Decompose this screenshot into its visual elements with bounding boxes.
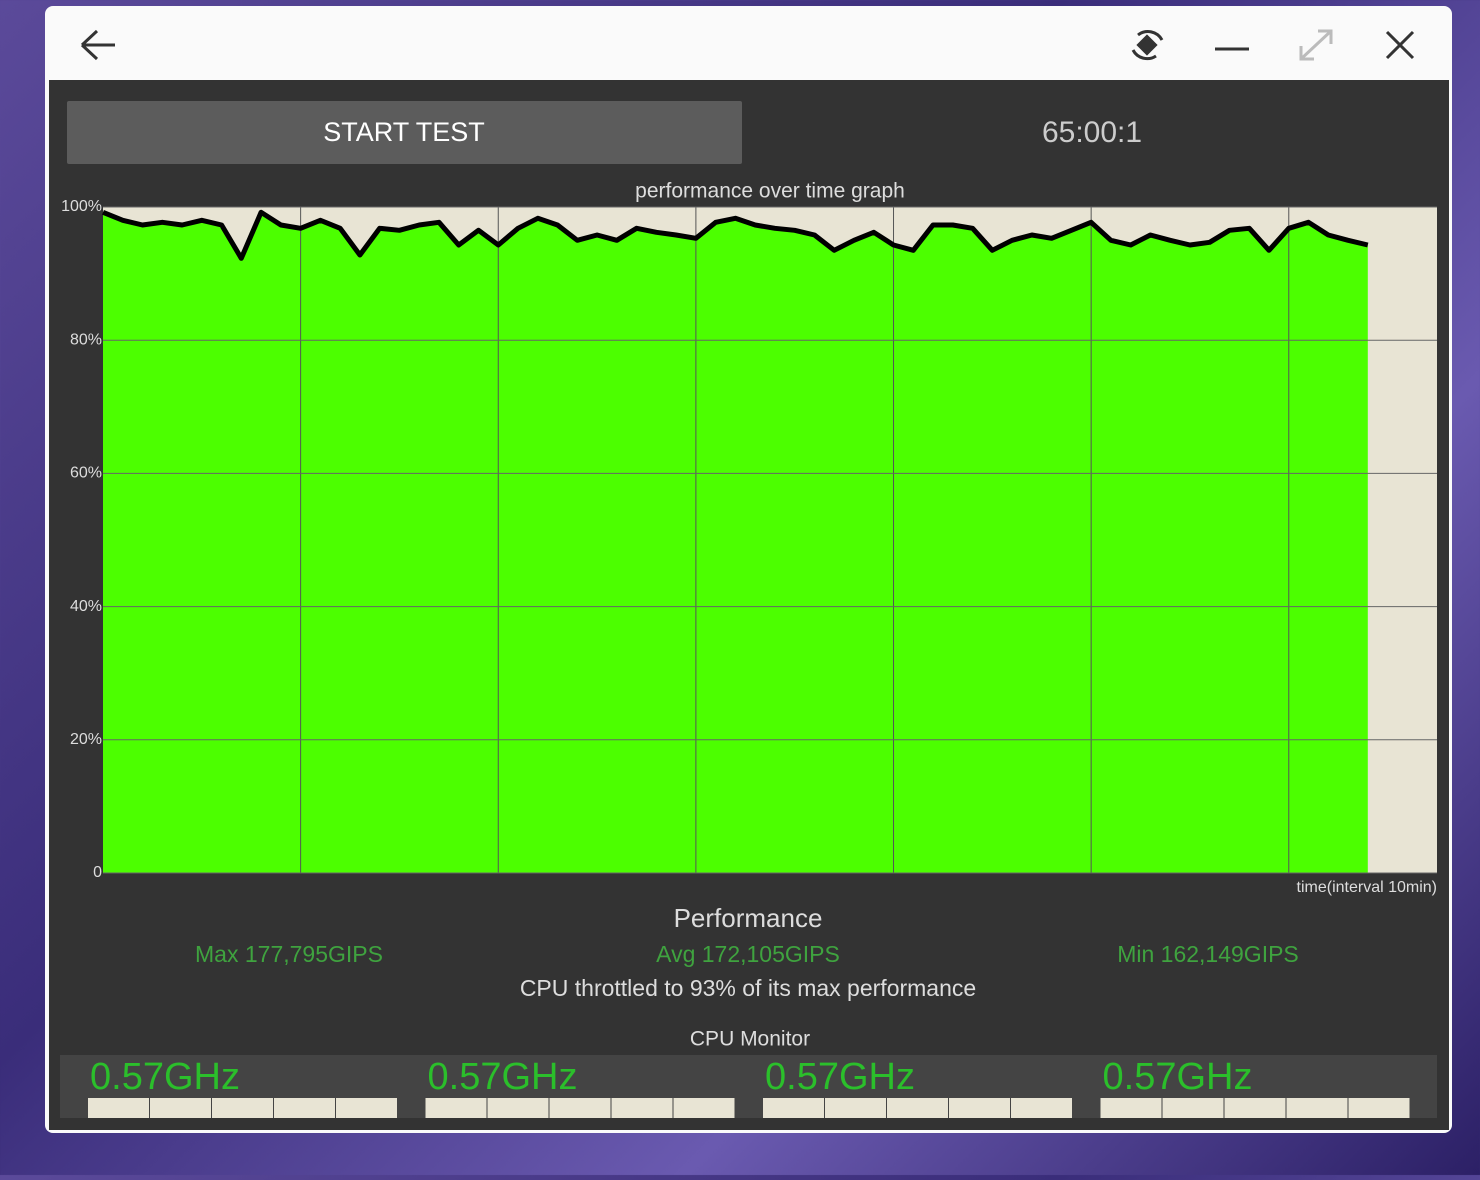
core-frequency: 0.57GHz <box>1103 1056 1253 1098</box>
core-frequency: 0.57GHz <box>428 1056 578 1098</box>
y-tick-label: 60% <box>70 465 102 482</box>
start-button-label: START TEST <box>323 117 485 147</box>
core-load-segment <box>425 1098 487 1118</box>
core-load-segment <box>150 1098 211 1118</box>
throttle-summary: CPU throttled to 93% of its max performa… <box>520 975 976 1001</box>
start-button[interactable] <box>67 101 742 164</box>
y-tick-label: 40% <box>70 598 102 615</box>
min-performance: Min 162,149GIPS <box>1117 941 1299 967</box>
avg-performance: Avg 172,105GIPS <box>656 941 840 967</box>
core-load-segment <box>1100 1098 1162 1118</box>
max-performance: Max 177,795GIPS <box>195 941 383 967</box>
core-frequency: 0.57GHz <box>90 1056 240 1098</box>
core-load-segment <box>1162 1098 1224 1118</box>
y-tick-label: 100% <box>61 198 102 215</box>
core-load-segment <box>1348 1098 1410 1118</box>
timer: 65:00:1 <box>1042 116 1142 149</box>
core-frequency: 0.57GHz <box>765 1056 915 1098</box>
performance-title: Performance <box>674 903 823 933</box>
core-load-segment <box>274 1098 335 1118</box>
chart-title: performance over time graph <box>635 180 905 203</box>
core-load-segment <box>212 1098 273 1118</box>
x-axis-label: time(interval 10min) <box>1297 879 1437 896</box>
maximize-button[interactable] <box>1299 29 1333 61</box>
core-load-segment <box>611 1098 673 1118</box>
core-load-segment <box>887 1098 948 1118</box>
core-load-segment <box>949 1098 1010 1118</box>
title-bar-icons <box>80 29 1415 61</box>
cpu-cores: 0.57GHz 0.57GHz 0.57GHz 0.57GHz <box>88 1056 1410 1118</box>
performance-area <box>103 212 1368 874</box>
core-load-segment <box>673 1098 735 1118</box>
y-tick-label: 80% <box>70 331 102 348</box>
back-button[interactable] <box>80 29 115 61</box>
y-tick-label: 0 <box>93 864 102 881</box>
core-load-segment <box>88 1098 149 1118</box>
core-load-segment <box>825 1098 886 1118</box>
core-load-segment <box>763 1098 824 1118</box>
rotate-button[interactable] <box>1131 30 1164 61</box>
core-load-segment <box>549 1098 611 1118</box>
performance-line <box>102 209 1369 261</box>
core-load-segment <box>1286 1098 1348 1118</box>
cpu-monitor-title: CPU Monitor <box>690 1028 810 1051</box>
core-load-segment <box>336 1098 397 1118</box>
core-load-segment <box>1224 1098 1286 1118</box>
close-button[interactable] <box>1385 30 1415 60</box>
core-load-segment <box>487 1098 549 1118</box>
core-load-segment <box>1011 1098 1072 1118</box>
y-tick-label: 20% <box>70 731 102 748</box>
